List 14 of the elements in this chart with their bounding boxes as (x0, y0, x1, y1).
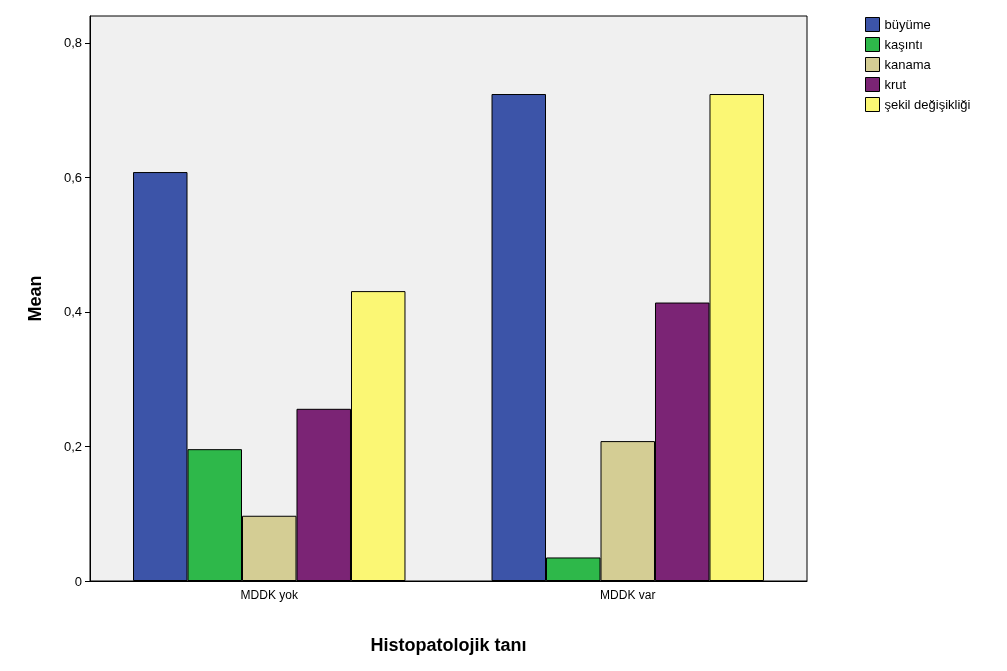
legend-label: kanama (884, 57, 932, 72)
x-axis-title: Histopatolojik tanı (370, 635, 527, 655)
y-tick-label: 0,4 (63, 304, 82, 320)
x-tick-label: MDDK yok (240, 588, 299, 602)
legend-label: şekil değişikliği (884, 97, 971, 112)
y-tick-label: 0,6 (63, 169, 82, 185)
y-axis-title: Mean (25, 275, 45, 322)
x-tick-label: MDDK var (600, 588, 656, 602)
legend-label: büyüme (884, 17, 931, 32)
y-tick-label: 0,2 (63, 438, 82, 454)
y-tick-label: 0 (74, 573, 82, 589)
legend-label: kaşıntı (884, 37, 923, 52)
y-tick-label: 0,8 (63, 35, 82, 51)
legend-label: krut (884, 77, 907, 92)
